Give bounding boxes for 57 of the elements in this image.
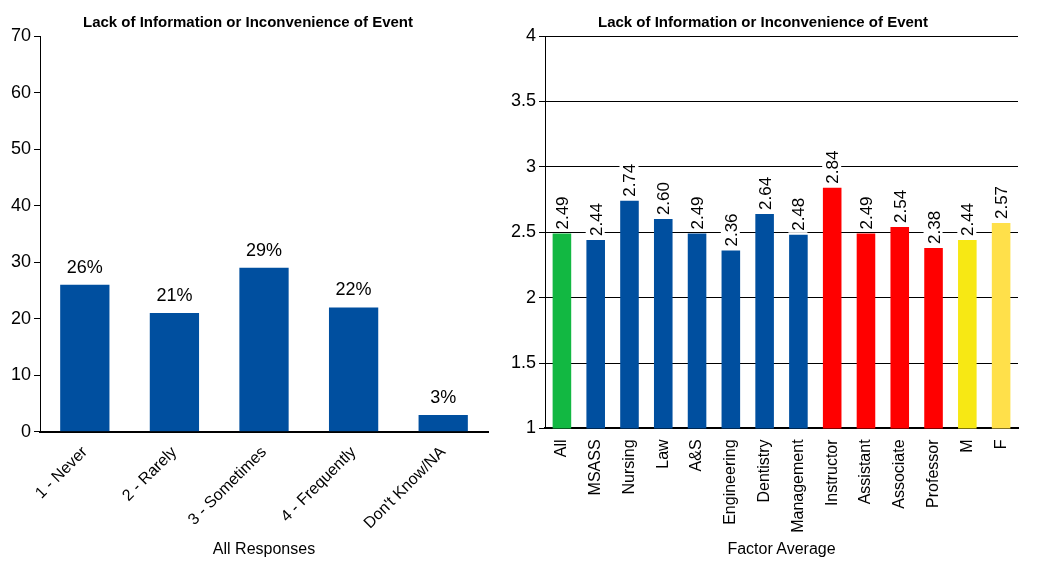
x-axis-title: Factor Average: [727, 539, 836, 557]
data-label: 2.84: [823, 150, 843, 184]
y-tick-label: 70: [10, 24, 32, 45]
x-tick-label: F: [991, 439, 1009, 450]
bar: [60, 284, 110, 432]
data-label: 2.49: [856, 196, 876, 230]
data-label: 29%: [246, 239, 283, 260]
x-tick-label: A&S: [687, 439, 705, 472]
y-tick-label: 1.5: [510, 351, 537, 372]
x-tick-label: Assistant: [856, 438, 874, 505]
data-label: 21%: [156, 285, 193, 306]
y-tick-label: 10: [10, 364, 32, 385]
y-tick-label: 60: [10, 81, 32, 102]
data-label: 2.54: [890, 189, 910, 223]
data-label: 2.49: [688, 196, 708, 230]
chart-title: Lack of Information or Inconvenience of Event: [82, 13, 414, 31]
data-label: 22%: [335, 279, 372, 300]
data-label: 2.57: [992, 185, 1012, 220]
data-label: 2.60: [654, 182, 674, 216]
data-label: 2.38: [924, 210, 944, 244]
data-label: 2.49: [552, 196, 572, 230]
x-tick-label: Instructor: [822, 438, 840, 507]
bar: [418, 414, 468, 432]
y-tick-label: 0: [21, 420, 32, 441]
x-tick-label: Nursing: [619, 439, 637, 495]
data-label: 26%: [66, 256, 103, 277]
x-tick-label: Associate: [890, 439, 908, 509]
x-tick-label: MSASS: [586, 439, 604, 496]
x-tick-label: Dentistry: [755, 439, 773, 503]
x-axis-title: All Responses: [212, 539, 316, 557]
y-tick-label: 2: [526, 286, 537, 307]
data-label: 2.64: [755, 176, 775, 210]
bar: [328, 307, 379, 432]
data-label: 3%: [430, 386, 457, 407]
y-tick-label: 1: [526, 417, 537, 438]
y-tick-label: 4: [526, 24, 537, 45]
y-tick-label: 30: [10, 251, 32, 272]
y-tick-label: 2.5: [510, 221, 537, 242]
y-tick-label: 50: [10, 138, 32, 159]
y-tick-label: 3.5: [510, 90, 537, 111]
data-label: 2.48: [789, 197, 809, 231]
x-tick-label: Engineering: [721, 439, 739, 525]
data-label: 2.44: [958, 202, 978, 237]
data-label: 2.74: [620, 163, 640, 197]
chart-title: Lack of Information or Inconvenience of Event: [597, 13, 929, 31]
x-tick-label: Professor: [923, 438, 941, 508]
y-tick-label: 3: [526, 155, 537, 176]
data-label: 2.36: [721, 213, 741, 247]
x-tick-label: All: [552, 439, 570, 458]
data-label: 2.44: [586, 202, 606, 237]
x-tick-label: Management: [788, 438, 806, 533]
x-tick-label: M: [957, 439, 975, 453]
bar: [239, 267, 289, 432]
y-tick-label: 20: [10, 307, 32, 328]
x-tick-label: Law: [653, 438, 671, 469]
bar: [149, 313, 200, 432]
y-tick-label: 40: [10, 194, 32, 215]
